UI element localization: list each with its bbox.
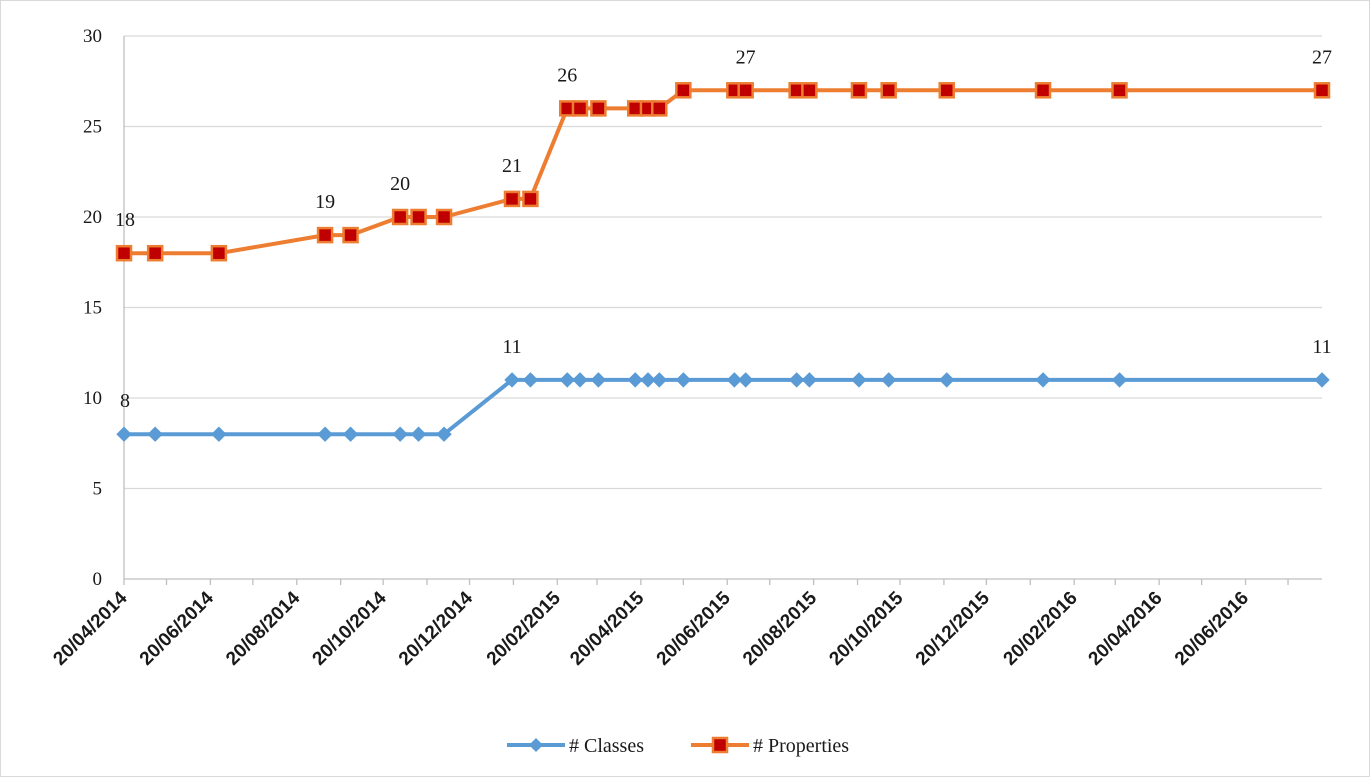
data-point-classes [726,372,743,388]
data-point-classes [851,372,867,388]
y-tick-label: 20 [83,207,102,228]
series-line-0 [124,377,1322,437]
y-tick-label: 25 [83,117,102,138]
data-label: 26 [557,64,577,86]
data-label: 27 [736,46,756,68]
data-point-classes [147,426,163,442]
data-point-properties [316,226,334,244]
x-tick-label: 20/04/2015 [566,587,648,669]
data-point-classes [211,426,227,442]
data-label: 18 [115,209,135,231]
x-tick-label: 20/12/2015 [912,587,994,669]
x-tick-label: 20/02/2015 [483,587,565,669]
data-point-properties [435,208,453,226]
data-point-classes [1314,372,1330,388]
data-label: 20 [390,173,410,195]
data-point-classes [317,426,333,442]
x-tick-label: 20/08/2014 [222,587,304,669]
x-tick-label: 20/06/2014 [136,587,218,669]
data-point-classes [1111,372,1128,388]
data-label: 27 [1312,46,1332,68]
data-point-properties [503,190,521,208]
axes [123,36,1322,585]
y-tick-label: 0 [93,569,103,590]
data-point-properties [850,82,868,99]
data-point-properties [115,244,133,262]
data-label: 21 [502,155,522,177]
x-tick-label: 20/08/2015 [739,587,821,669]
data-point-classes [939,372,955,388]
data-point-properties [522,190,539,208]
x-tick-label: 20/06/2016 [1171,588,1253,670]
x-tick-label: 20/06/2015 [653,587,735,669]
data-point-properties [675,82,692,99]
data-point-classes [436,426,452,442]
legend-item-properties[interactable]: # Properties [691,735,849,757]
data-point-classes [590,372,607,388]
data-label: 8 [120,390,130,412]
data-label: 11 [502,336,521,358]
data-point-properties [210,244,228,262]
legend-item-classes[interactable]: # Classes [507,735,644,757]
data-point-properties [801,82,818,99]
data-point-properties [590,100,607,117]
data-point-classes [342,426,359,442]
data-point-classes [640,372,656,388]
data-label: 19 [315,191,335,213]
series-line-1 [124,88,1322,256]
legend[interactable]: # Classes # Properties [507,735,849,757]
x-tick-label: 20/12/2014 [395,587,477,669]
data-point-classes [504,372,520,388]
y-tick-label: 30 [83,26,102,47]
legend-marker-diamond [529,738,543,752]
data-point-properties [651,100,668,117]
legend-label: # Properties [753,735,849,757]
data-point-classes [1035,372,1051,388]
series-lines [124,88,1322,437]
data-point-classes [880,372,897,388]
gridlines [124,35,1322,490]
x-tick-label: 20/02/2016 [1000,588,1082,670]
data-point-classes [410,426,427,442]
data-labels: 8 11 11 18 19 20 21 26 27 27 [115,46,1332,412]
data-point-properties [342,226,359,244]
data-point-classes [392,426,408,442]
y-tick-label: 10 [83,388,102,409]
data-point-classes [737,372,754,388]
legend-marker-square [711,736,729,754]
x-tick-label: 20/10/2015 [825,587,907,669]
x-tick-label: 20/04/2014 [49,587,131,669]
y-tick-labels: 0 5 10 15 20 25 30 [83,26,102,590]
data-label: 11 [1312,336,1331,358]
data-point-properties [410,208,427,226]
data-point-classes [675,372,692,388]
x-tick-labels: 20/04/2014 20/06/2014 20/08/2014 20/10/2014… [49,587,1253,669]
data-point-properties [1313,82,1331,99]
data-point-classes [801,372,818,388]
data-point-properties [571,100,589,117]
series-markers [115,82,1331,442]
data-point-classes [572,372,588,388]
legend-label: # Classes [569,735,644,757]
data-point-properties [938,82,955,99]
y-tick-label: 5 [93,479,103,500]
data-point-classes [627,372,643,388]
data-point-classes [522,372,539,388]
y-tick-label: 15 [83,298,102,319]
data-point-classes [559,372,575,388]
data-point-classes [116,426,132,442]
data-point-properties [146,244,164,262]
data-point-properties [737,82,754,99]
data-point-properties [880,82,897,99]
x-tick-label: 20/04/2016 [1085,588,1167,670]
x-tick-label: 20/10/2014 [309,587,391,669]
data-point-properties [1034,82,1052,99]
data-point-properties [391,208,409,226]
data-point-classes [651,372,667,388]
data-point-properties [1111,82,1128,99]
data-point-classes [788,372,805,388]
